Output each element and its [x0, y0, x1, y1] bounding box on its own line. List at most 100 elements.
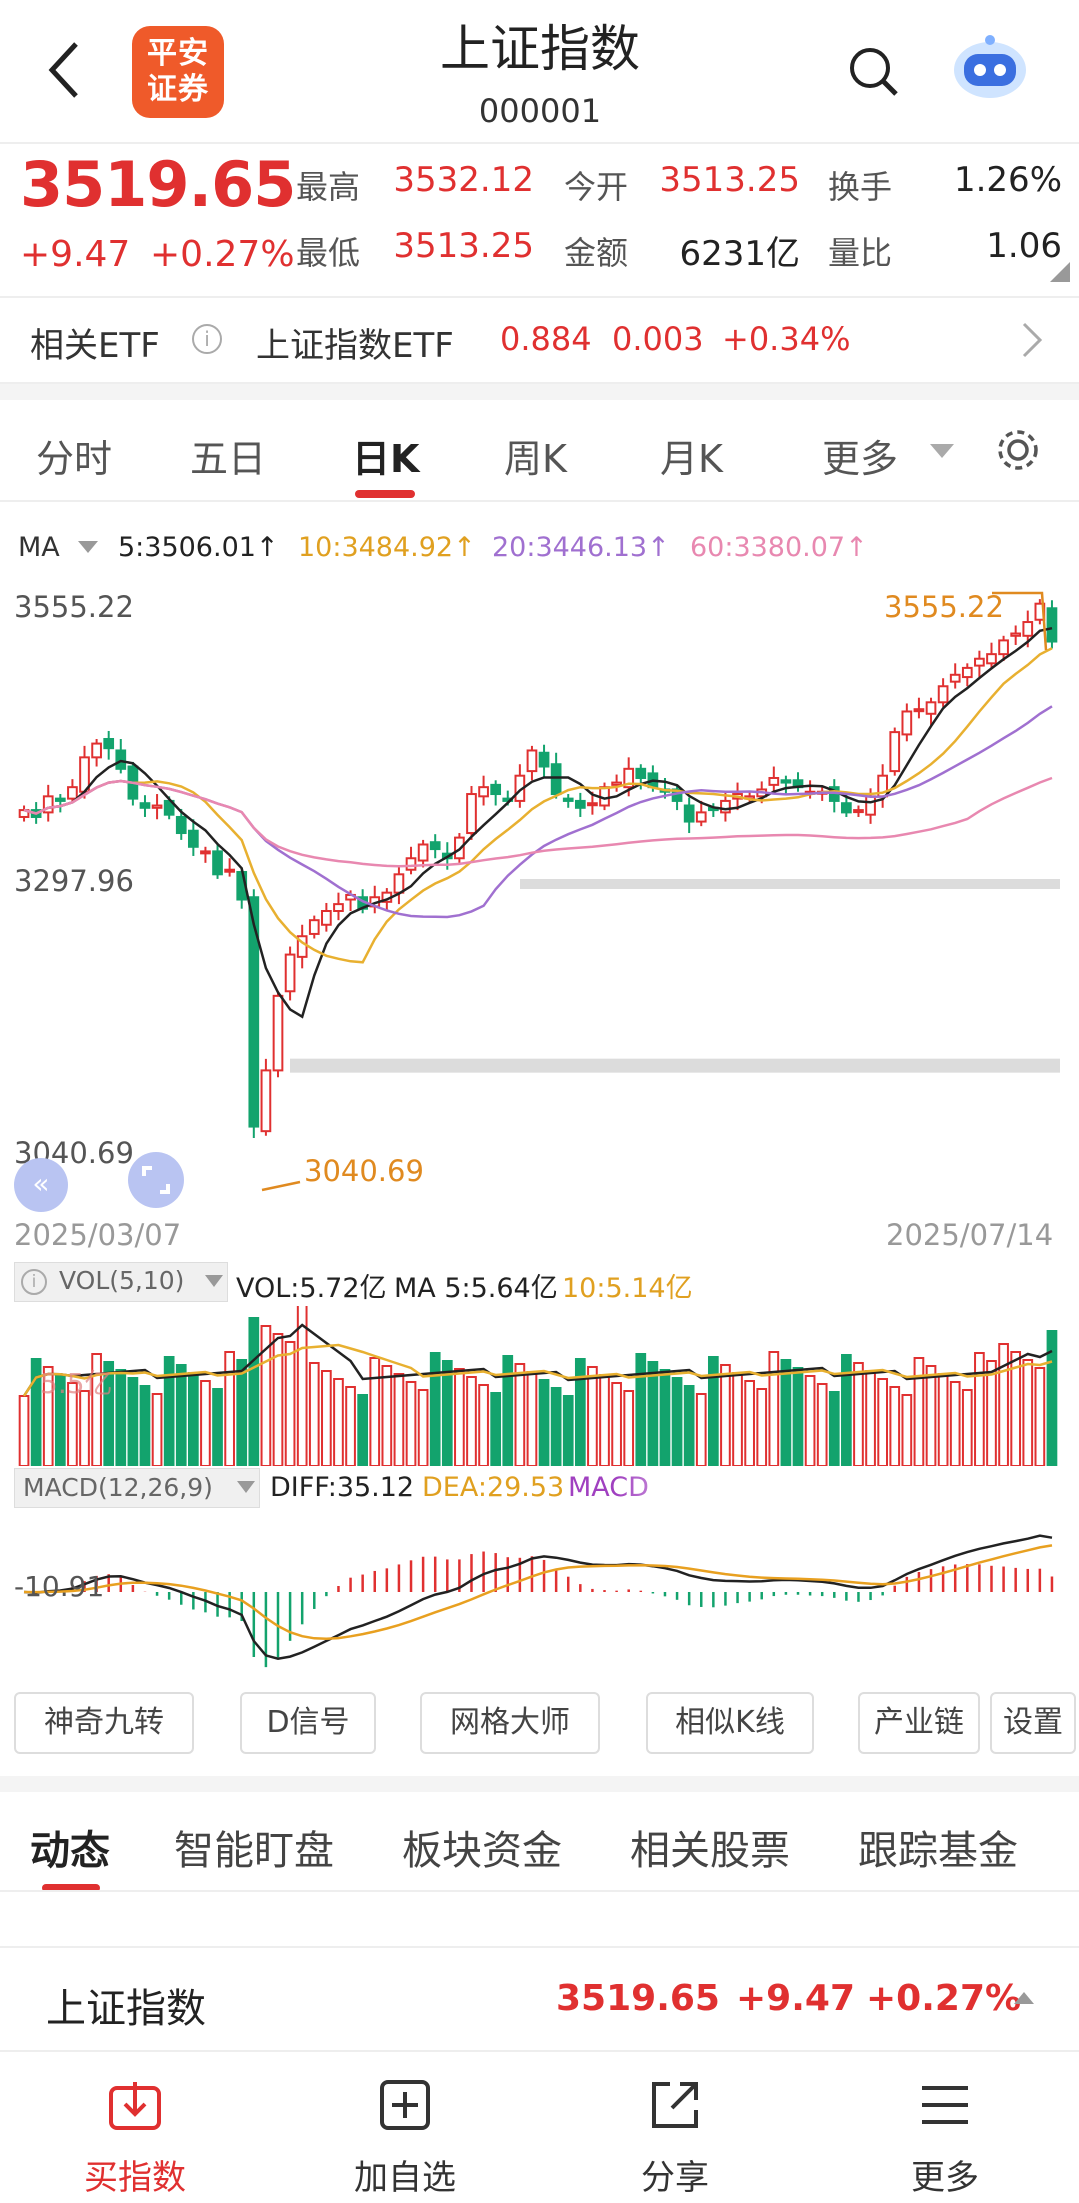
- kline-chart[interactable]: [0, 570, 1079, 1230]
- nav-add-watchlist[interactable]: 加自选: [354, 2158, 456, 2198]
- tool-grid-master-button[interactable]: 网格大师: [420, 1692, 600, 1754]
- vol-indicator-selector[interactable]: i VOL(5,10): [14, 1262, 228, 1302]
- nav-buy-index[interactable]: 买指数: [84, 2158, 186, 2198]
- ma-dropdown-icon[interactable]: [78, 541, 98, 553]
- volume-ma10-line: [22, 1343, 1053, 1397]
- volume-bar: [720, 1364, 731, 1466]
- etf-change-pct: +0.34%: [722, 320, 851, 358]
- volume-bar: [248, 1317, 260, 1466]
- etf-name: 上证指数ETF: [256, 326, 454, 366]
- volume-bar: [756, 1388, 768, 1466]
- bottom-quote-name: 上证指数: [46, 1986, 206, 2032]
- candle-body: [490, 783, 502, 796]
- open-label: 今开: [564, 168, 629, 206]
- nav-more[interactable]: 更多: [911, 2158, 979, 2198]
- candle-body: [478, 786, 489, 798]
- high-marker-label: 3555.22: [884, 590, 1004, 624]
- related-etf-row[interactable]: 相关ETF i 上证指数ETF 0.884 0.003 +0.34%: [0, 296, 1079, 384]
- expand-corner-icon[interactable]: [1050, 262, 1070, 282]
- macd-axis-label: -10.91: [14, 1570, 105, 1603]
- tool-settings-button[interactable]: 设置: [990, 1692, 1076, 1754]
- stock-code: 000001: [478, 92, 602, 130]
- amount-value: 6231亿: [679, 234, 800, 274]
- volume-bar: [18, 1395, 30, 1466]
- tab-related-stocks[interactable]: 相关股票: [630, 1828, 790, 1874]
- candle-body: [587, 802, 598, 807]
- candle-body: [635, 767, 647, 779]
- tool-magic-nine-button[interactable]: 神奇九转: [14, 1692, 194, 1754]
- candle-body: [333, 903, 344, 913]
- settings-gear-icon[interactable]: [994, 426, 1042, 474]
- tab-tracking-funds[interactable]: 跟踪基金: [858, 1828, 1018, 1874]
- candle-body: [212, 850, 223, 876]
- volume-bar: [103, 1361, 115, 1466]
- tab-intraday[interactable]: 分时: [36, 437, 113, 481]
- macd-chart[interactable]: [0, 1512, 1079, 1672]
- back-arrow-icon[interactable]: [44, 38, 90, 108]
- low-value: 3513.25: [393, 226, 534, 266]
- vol-ma10-value: 10:5.14亿: [562, 1273, 693, 1304]
- vol-axis-label: 5.5亿: [40, 1367, 113, 1400]
- info-icon[interactable]: i: [21, 1269, 47, 1295]
- tab-five-day[interactable]: 五日: [190, 437, 267, 481]
- add-watchlist-icon[interactable]: [378, 2078, 432, 2132]
- volume-bar: [744, 1380, 755, 1466]
- logo-line2: 证券: [147, 72, 209, 107]
- candle-body: [913, 708, 925, 713]
- tool-similar-kline-button[interactable]: 相似K线: [646, 1692, 814, 1754]
- ma10-value: 10:3484.92↑: [298, 532, 476, 563]
- tab-weekly-k[interactable]: 周K: [504, 437, 567, 481]
- volume-bar: [115, 1369, 127, 1466]
- tab-more[interactable]: 更多: [822, 437, 899, 481]
- divider: [0, 1890, 1079, 1892]
- volume-bar: [768, 1351, 780, 1466]
- broker-logo[interactable]: 平安 证券: [132, 26, 224, 118]
- macd-diff-value: DIFF:35.12: [270, 1472, 415, 1503]
- volume-ma5-line: [22, 1323, 1053, 1397]
- ma5-value: 5:3506.01↑: [118, 532, 279, 563]
- ma-label[interactable]: MA: [18, 532, 60, 563]
- candle-body: [67, 786, 78, 800]
- tab-daily-k[interactable]: 日K: [352, 437, 420, 481]
- volume-bar: [454, 1368, 465, 1466]
- candle-body: [949, 673, 961, 683]
- volume-bar: [417, 1389, 429, 1466]
- tab-sector-funds[interactable]: 板块资金: [402, 1828, 562, 1874]
- tab-news[interactable]: 动态: [30, 1828, 110, 1874]
- volume-bar: [441, 1360, 453, 1466]
- candle-body: [853, 809, 864, 814]
- buy-index-icon[interactable]: [108, 2078, 162, 2132]
- candle-body: [91, 742, 102, 759]
- nav-share[interactable]: 分享: [641, 2158, 709, 2198]
- scroll-back-icon[interactable]: «: [14, 1158, 68, 1212]
- more-menu-icon[interactable]: [918, 2078, 972, 2132]
- volume-bar: [901, 1394, 913, 1466]
- etf-label: 相关ETF: [30, 326, 160, 366]
- high-value: 3532.12: [393, 160, 534, 200]
- bottom-quote-price: 3519.65: [556, 1978, 720, 2019]
- volume-bar: [490, 1392, 502, 1466]
- info-icon[interactable]: i: [192, 324, 222, 354]
- share-icon[interactable]: [648, 2078, 702, 2132]
- volume-chart[interactable]: [0, 1306, 1079, 1466]
- macd-indicator-selector[interactable]: MACD(12,26,9): [14, 1468, 260, 1508]
- page-title: 上证指数: [440, 20, 640, 78]
- ma60-value: 60:3380.07↑: [690, 532, 868, 563]
- volume-bar: [127, 1377, 139, 1466]
- macd-dea-line: [23, 1544, 1053, 1641]
- tool-d-signal-button[interactable]: D信号: [240, 1692, 376, 1754]
- search-icon[interactable]: [846, 44, 900, 98]
- tab-smart-watch[interactable]: 智能盯盘: [174, 1828, 334, 1874]
- expand-up-icon[interactable]: [1014, 1992, 1034, 2004]
- assistant-robot-icon[interactable]: [950, 32, 1030, 104]
- volume-bar: [925, 1365, 937, 1466]
- fullscreen-icon[interactable]: [128, 1152, 184, 1208]
- candle-body: [562, 797, 574, 802]
- candle-body: [417, 843, 429, 862]
- volume-bar: [587, 1366, 598, 1466]
- tool-industry-chain-button[interactable]: 产业链: [858, 1692, 980, 1754]
- tab-monthly-k[interactable]: 月K: [660, 437, 723, 481]
- bottom-quote-bar[interactable]: 上证指数 3519.65 +9.47 +0.27%: [0, 1948, 1079, 2050]
- candle-body: [550, 763, 562, 796]
- volume-bar: [393, 1373, 405, 1466]
